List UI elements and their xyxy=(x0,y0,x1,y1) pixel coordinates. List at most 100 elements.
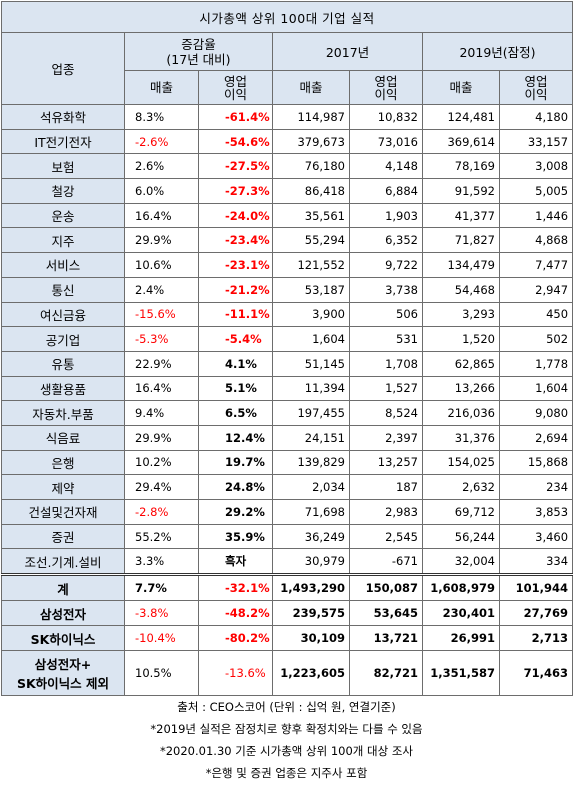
sales-2017-cell: 3,900 xyxy=(272,301,350,328)
header-2017-op: 영업 이익 xyxy=(349,70,423,105)
growth-op-cell: 35.9% xyxy=(198,523,273,550)
header-op-line2: 이익 xyxy=(223,86,247,102)
table-row: 통신 2.4% -21.2% 53,187 3,738 54,468 2,947 xyxy=(1,276,573,303)
sales-2019-cell: 134,479 xyxy=(422,252,500,278)
growth-sales-cell: -10.4% xyxy=(124,625,199,652)
growth-op-cell: -23.1% xyxy=(198,252,273,278)
growth-sales-cell: -5.3% xyxy=(124,326,199,352)
table-row: 삼성전자 -3.8% -48.2% 239,575 53,645 230,401 27,76… xyxy=(1,600,573,627)
op-2019-cell: 27,769 xyxy=(498,600,573,627)
op-2019-cell: 1,604 xyxy=(498,375,573,402)
op-2017-cell: 1,708 xyxy=(349,350,423,377)
growth-op-cell: 5.1% xyxy=(198,375,273,402)
sales-2017-cell: 379,673 xyxy=(272,128,350,155)
growth-op-cell: 흑자 xyxy=(198,548,273,576)
industry-cell: 통신 xyxy=(1,276,125,303)
header-2019-op: 영업 이익 xyxy=(498,70,573,105)
industry-cell: 보험 xyxy=(1,153,125,180)
growth-op-cell: -24.0% xyxy=(198,202,273,229)
header-op-line1: 영업 xyxy=(223,73,247,89)
op-2017-cell: 10,832 xyxy=(349,104,423,130)
op-2017-cell: 506 xyxy=(349,301,423,328)
op-2019-cell: 450 xyxy=(498,301,573,328)
footnote-date: *2020.01.30 기준 시가총액 상위 100개 대상 조사 xyxy=(159,744,414,759)
industry-cell: 식음료 xyxy=(1,424,125,451)
header-growth-op: 영업 이익 xyxy=(198,70,273,105)
sales-2019-cell: 230,401 xyxy=(422,600,500,627)
sales-2017-cell: 76,180 xyxy=(272,153,350,180)
sales-2017-cell: 114,987 xyxy=(272,104,350,130)
table-row: 유통 22.9% 4.1% 51,145 1,708 62,865 1,778 xyxy=(1,350,573,377)
sales-2019-cell: 91,592 xyxy=(422,178,500,204)
sales-2017-cell: 30,109 xyxy=(272,625,350,652)
growth-sales-cell: -2.8% xyxy=(124,499,199,525)
growth-sales-cell: 29.4% xyxy=(124,474,199,500)
op-2017-cell: 3,738 xyxy=(349,276,423,303)
op-2017-cell: 187 xyxy=(349,474,423,500)
header-op-line2: 이익 xyxy=(524,86,548,102)
growth-op-cell: -13.6% xyxy=(198,650,273,697)
industry-cell: 삼성전자 xyxy=(1,600,125,627)
op-2019-cell: 2,694 xyxy=(498,424,573,451)
industry-cell: 공기업 xyxy=(1,326,125,352)
sales-2017-cell: 1,493,290 xyxy=(272,573,350,602)
sales-2019-cell: 154,025 xyxy=(422,449,500,476)
sales-2017-cell: 53,187 xyxy=(272,276,350,303)
op-2019-cell: 71,463 xyxy=(498,650,573,697)
op-2019-cell: 101,944 xyxy=(498,573,573,602)
op-2017-cell: 13,257 xyxy=(349,449,423,476)
op-2019-cell: 3,008 xyxy=(498,153,573,180)
sales-2017-cell: 1,223,605 xyxy=(272,650,350,697)
table-row: 운송 16.4% -24.0% 35,561 1,903 41,377 1,446 xyxy=(1,202,573,229)
op-2017-cell: 13,721 xyxy=(349,625,423,652)
sales-2019-cell: 71,827 xyxy=(422,227,500,254)
growth-sales-cell: 29.9% xyxy=(124,227,199,254)
sales-2017-cell: 139,829 xyxy=(272,449,350,476)
growth-sales-cell: 8.3% xyxy=(124,104,199,130)
table-row: 생활용품 16.4% 5.1% 11,394 1,527 13,266 1,604 xyxy=(1,375,573,402)
table-row: 증권 55.2% 35.9% 36,249 2,545 56,244 3,460 xyxy=(1,523,573,550)
sales-2017-cell: 35,561 xyxy=(272,202,350,229)
growth-op-cell: 6.5% xyxy=(198,400,273,426)
sales-2019-cell: 216,036 xyxy=(422,400,500,426)
table-row: 제약 29.4% 24.8% 2,034 187 2,632 234 xyxy=(1,474,573,500)
growth-sales-cell: 2.6% xyxy=(124,153,199,180)
table-row: 자동차.부품 9.4% 6.5% 197,455 8,524 216,036 9,080 xyxy=(1,400,573,426)
table-row: IT전기전자 -2.6% -54.6% 379,673 73,016 369,614 33,… xyxy=(1,128,573,155)
sales-2017-cell: 24,151 xyxy=(272,424,350,451)
sales-2019-cell: 3,293 xyxy=(422,301,500,328)
op-2017-cell: -671 xyxy=(349,548,423,576)
growth-op-cell: -11.1% xyxy=(198,301,273,328)
sales-2019-cell: 369,614 xyxy=(422,128,500,155)
industry-cell: 운송 xyxy=(1,202,125,229)
growth-sales-cell: -15.6% xyxy=(124,301,199,328)
header-op-line2: 이익 xyxy=(374,86,398,102)
op-2019-cell: 4,868 xyxy=(498,227,573,254)
industry-cell: 자동차.부품 xyxy=(1,400,125,426)
op-2019-cell: 334 xyxy=(498,548,573,576)
header-2017-sales: 매출 xyxy=(272,70,350,105)
growth-op-cell: 19.7% xyxy=(198,449,273,476)
header-2019-sales: 매출 xyxy=(422,70,500,105)
growth-op-cell: -80.2% xyxy=(198,625,273,652)
growth-op-cell: -48.2% xyxy=(198,600,273,627)
industry-cell: 은행 xyxy=(1,449,125,476)
growth-op-cell: -27.5% xyxy=(198,153,273,180)
growth-sales-cell: 9.4% xyxy=(124,400,199,426)
growth-sales-cell: -2.6% xyxy=(124,128,199,155)
growth-sales-cell: 29.9% xyxy=(124,424,199,451)
sales-2019-cell: 1,520 xyxy=(422,326,500,352)
table-row: 삼성전자+ SK하이닉스 제외 10.5% -13.6% 1,223,605 82,721… xyxy=(1,650,573,697)
growth-sales-cell: 16.4% xyxy=(124,375,199,402)
sales-2017-cell: 239,575 xyxy=(272,600,350,627)
op-2019-cell: 2,713 xyxy=(498,625,573,652)
op-2019-cell: 3,460 xyxy=(498,523,573,550)
sales-2019-cell: 41,377 xyxy=(422,202,500,229)
industry-cell: 제약 xyxy=(1,474,125,500)
industry-cell: 건설및건자재 xyxy=(1,499,125,525)
op-2017-cell: 2,397 xyxy=(349,424,423,451)
industry-cell: 지주 xyxy=(1,227,125,254)
growth-sales-cell: 55.2% xyxy=(124,523,199,550)
sales-2019-cell: 56,244 xyxy=(422,523,500,550)
header-growth-sales: 매출 xyxy=(124,70,199,105)
